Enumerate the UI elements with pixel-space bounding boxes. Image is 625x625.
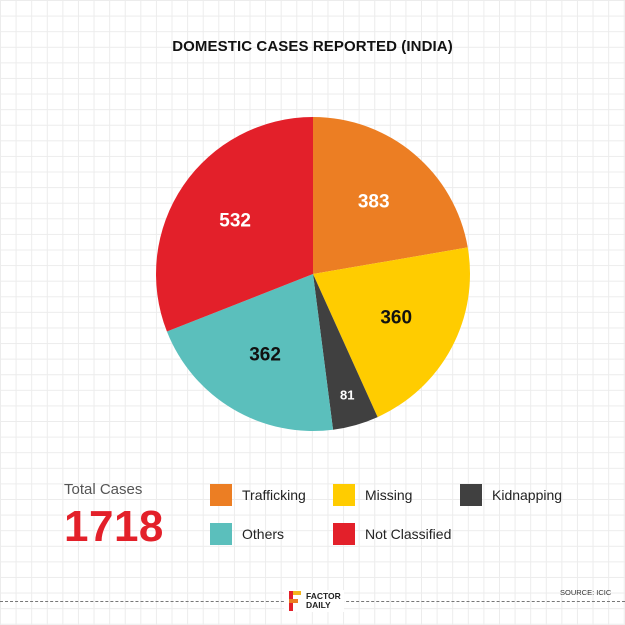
logo-line-1: FACTOR	[306, 591, 341, 601]
pie-slice-missing	[313, 247, 470, 418]
legend-label-trafficking: Trafficking	[242, 487, 306, 503]
legend-swatch-missing	[333, 484, 355, 506]
logo-wordmark: FACTOR DAILY	[306, 592, 341, 610]
pie-slice-not-classified	[155, 117, 313, 332]
legend-swatch-not-classified	[333, 523, 355, 545]
data-label-trafficking: 383	[358, 191, 390, 212]
chart-title: DOMESTIC CASES REPORTED (INDIA)	[172, 38, 453, 55]
legend-label-kidnapping: Kidnapping	[492, 487, 563, 503]
legend-label-others: Others	[242, 526, 285, 542]
legend-label-missing: Missing	[365, 487, 413, 503]
legend-item-trafficking: Trafficking	[210, 484, 306, 506]
source-note: SOURCE: ICIC	[560, 588, 612, 597]
legend-swatch-kidnapping	[460, 484, 482, 506]
legend-item-kidnapping: Kidnapping	[460, 484, 562, 506]
legend-label-not-classified: Not Classified	[365, 526, 452, 542]
logo-line-2: DAILY	[306, 600, 331, 610]
data-label-not-classified: 532	[219, 210, 251, 231]
legend-swatch-trafficking	[210, 484, 232, 506]
legend-item-not-classified: Not Classified	[333, 523, 451, 545]
total-cases-value: 1718	[64, 502, 164, 551]
pie-slice-kidnapping	[313, 274, 378, 430]
pie-slice-trafficking	[313, 117, 468, 274]
data-label-others: 362	[249, 345, 281, 366]
factor-daily-logo: FACTOR DAILY	[284, 590, 344, 612]
total-cases-label: Total Cases	[64, 481, 143, 498]
data-label-missing: 360	[380, 308, 412, 329]
data-label-kidnapping: 81	[340, 387, 354, 402]
legend-item-missing: Missing	[333, 484, 412, 506]
factor-daily-f-icon	[289, 591, 301, 611]
pie-slice-others	[166, 274, 334, 431]
legend-swatch-others	[210, 523, 232, 545]
legend-item-others: Others	[210, 523, 284, 545]
